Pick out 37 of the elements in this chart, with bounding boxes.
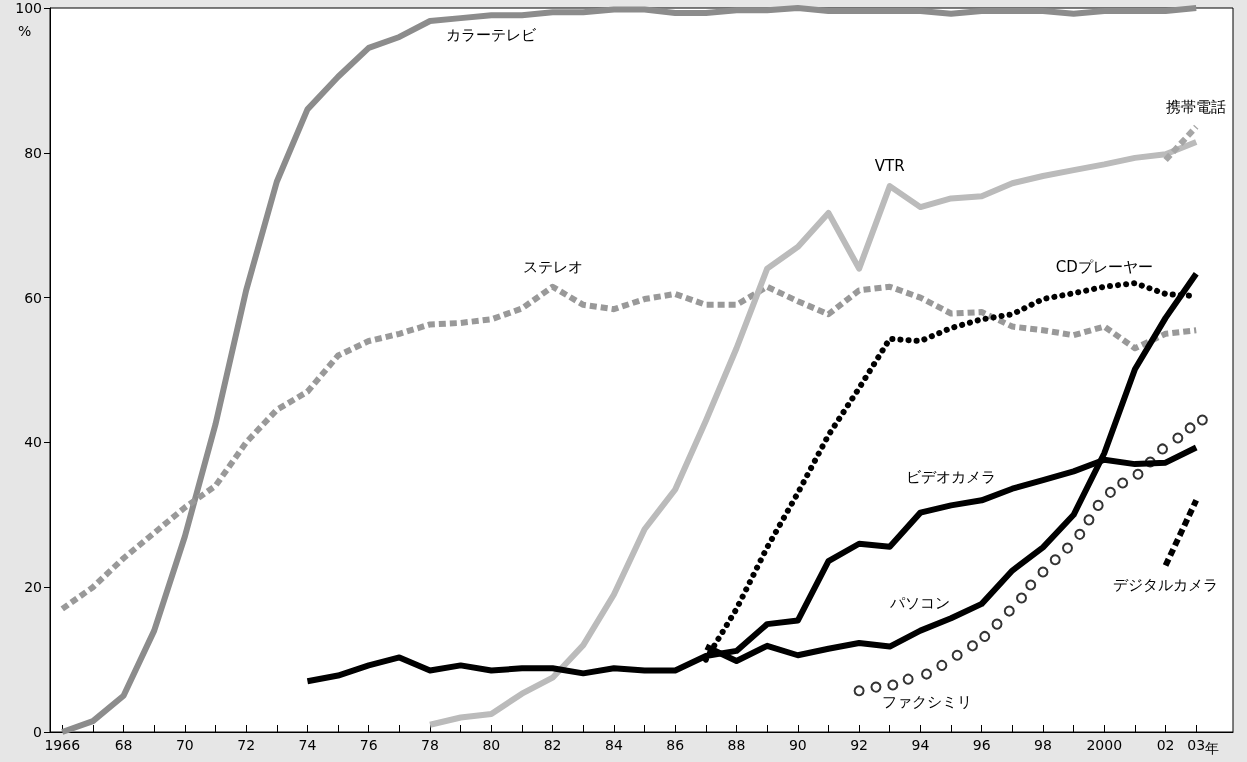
y-tick-label: 40 bbox=[24, 434, 42, 451]
y-axis-title: % bbox=[18, 23, 32, 39]
x-tick-label: 96 bbox=[972, 737, 991, 753]
x-tick-label: 76 bbox=[359, 737, 378, 753]
annotation: パソコン bbox=[889, 593, 951, 612]
annotation: ビデオカメラ bbox=[906, 468, 997, 487]
x-axis-title: 年 bbox=[1205, 740, 1220, 756]
x-tick-label: 82 bbox=[543, 737, 562, 753]
x-tick-label: 90 bbox=[788, 737, 807, 753]
x-tick-label: 94 bbox=[911, 737, 930, 753]
x-tick-label: 72 bbox=[237, 737, 256, 753]
annotation: ファクシミリ bbox=[881, 693, 972, 712]
x-tick-label: 68 bbox=[114, 737, 133, 753]
x-tick-label: 70 bbox=[175, 737, 194, 753]
annotation: VTR bbox=[874, 157, 905, 176]
x-tick-label: 2000 bbox=[1086, 737, 1123, 753]
x-tick-label: 02 bbox=[1156, 737, 1175, 753]
annotation: 携帯電話 bbox=[1166, 97, 1227, 116]
annotation: ステレオ bbox=[522, 257, 583, 276]
x-tick-label: 84 bbox=[605, 737, 623, 753]
annotation: デジタルカメラ bbox=[1113, 576, 1219, 595]
y-tick-label: 80 bbox=[24, 144, 42, 161]
y-tick-label: 0 bbox=[33, 724, 42, 740]
x-tick-label: 78 bbox=[421, 737, 439, 753]
annotation: CDプレーヤー bbox=[1055, 257, 1153, 276]
x-tick-label: 03 bbox=[1187, 737, 1206, 753]
annotation: カラーテレビ bbox=[446, 26, 538, 45]
y-tick-label: 100 bbox=[15, 0, 42, 16]
y-tick-label: 60 bbox=[24, 289, 42, 306]
x-tick-label: 74 bbox=[298, 737, 317, 753]
x-tick-label: 80 bbox=[482, 737, 501, 753]
x-tick-label: 86 bbox=[666, 737, 685, 753]
x-tick-label: 88 bbox=[727, 737, 746, 753]
x-tick-label: 92 bbox=[850, 737, 869, 753]
x-tick-label: 98 bbox=[1034, 737, 1052, 753]
x-tick-label: 1966 bbox=[44, 737, 81, 753]
y-tick-label: 20 bbox=[24, 579, 42, 596]
